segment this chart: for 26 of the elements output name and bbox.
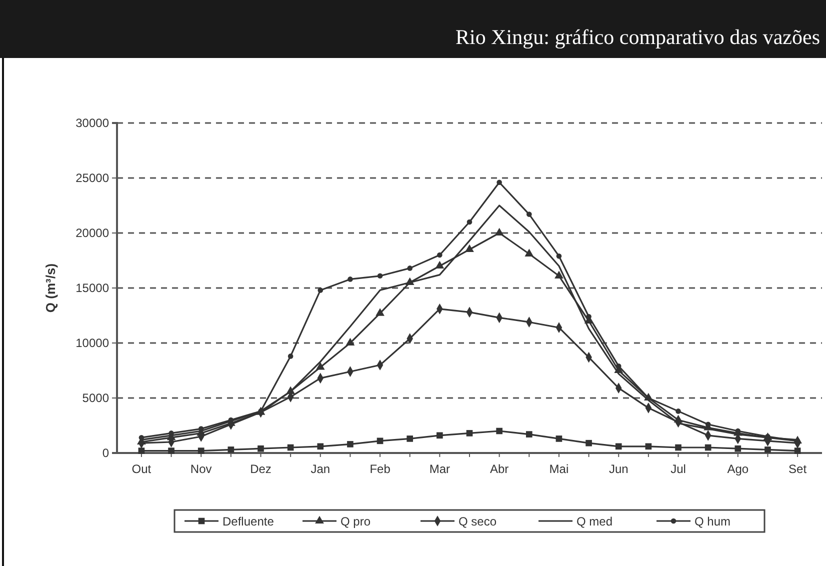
- legend-label: Q hum: [694, 514, 731, 528]
- legend-label: Q seco: [458, 514, 497, 528]
- x-tick-label: Jun: [608, 462, 628, 476]
- y-axis-title: Q (m³/s): [43, 263, 58, 313]
- y-tick-label: 15000: [76, 280, 110, 295]
- x-tick-label: Jan: [310, 462, 330, 476]
- x-tick-label: Ago: [727, 462, 749, 476]
- y-tick-label: 30000: [76, 116, 110, 130]
- chart-title: Rio Xingu: gráfico comparativo das vazões: [456, 25, 820, 49]
- y-tick-label: 5000: [82, 390, 110, 405]
- x-tick-label: Mai: [549, 462, 569, 476]
- y-tick-label: 10000: [76, 336, 110, 350]
- legend-label: Defluente: [222, 514, 274, 528]
- legend-label: Q med: [576, 514, 613, 528]
- legend-label: Q pro: [340, 514, 371, 528]
- x-tick-label: Jul: [670, 462, 686, 476]
- x-tick-label: Mar: [429, 462, 450, 476]
- y-tick-label: 0: [102, 446, 110, 460]
- y-tick-label: 25000: [76, 170, 110, 185]
- x-tick-label: Out: [132, 462, 152, 476]
- x-tick-label: Set: [788, 462, 808, 476]
- x-tick-label: Feb: [370, 462, 391, 476]
- x-tick-label: Dez: [250, 462, 272, 476]
- x-tick-label: Nov: [190, 462, 212, 476]
- x-tick-label: Abr: [490, 462, 509, 476]
- y-tick-label: 20000: [76, 226, 110, 240]
